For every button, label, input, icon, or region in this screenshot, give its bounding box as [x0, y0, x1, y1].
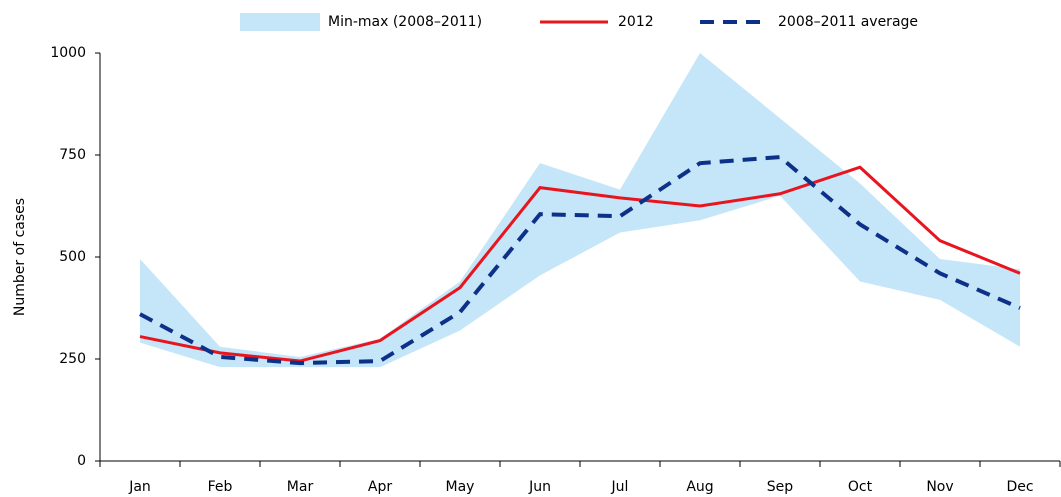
x-tick-label: Jul — [611, 479, 629, 495]
legend-label: 2008–2011 average — [778, 14, 918, 30]
x-tick-label: Sep — [767, 479, 794, 495]
legend-label: 2012 — [618, 14, 654, 30]
min-max-band — [140, 53, 1020, 368]
legend-swatch — [240, 13, 320, 31]
y-tick-label: 250 — [59, 351, 86, 367]
series-line — [139, 154, 1021, 366]
x-tick-label: Feb — [208, 479, 233, 495]
x-tick-label: Jun — [528, 479, 551, 495]
x-tick-label: Dec — [1006, 479, 1033, 495]
legend-label: Min-max (2008–2011) — [328, 14, 482, 30]
x-tick-label: Jan — [128, 479, 151, 495]
x-tick-label: Oct — [848, 479, 873, 495]
x-tick-label: Mar — [287, 479, 314, 495]
x-tick-label: Apr — [368, 479, 392, 495]
y-tick-label: 500 — [59, 249, 86, 265]
y-tick-label: 1000 — [50, 45, 86, 61]
x-tick-label: May — [446, 479, 475, 495]
x-tick-label: Aug — [686, 479, 713, 495]
y-tick-label: 0 — [77, 453, 86, 469]
y-axis-label: Number of cases — [12, 198, 28, 316]
y-tick-label: 750 — [59, 147, 86, 163]
x-tick-label: Nov — [926, 479, 953, 495]
series-line — [139, 165, 1021, 363]
